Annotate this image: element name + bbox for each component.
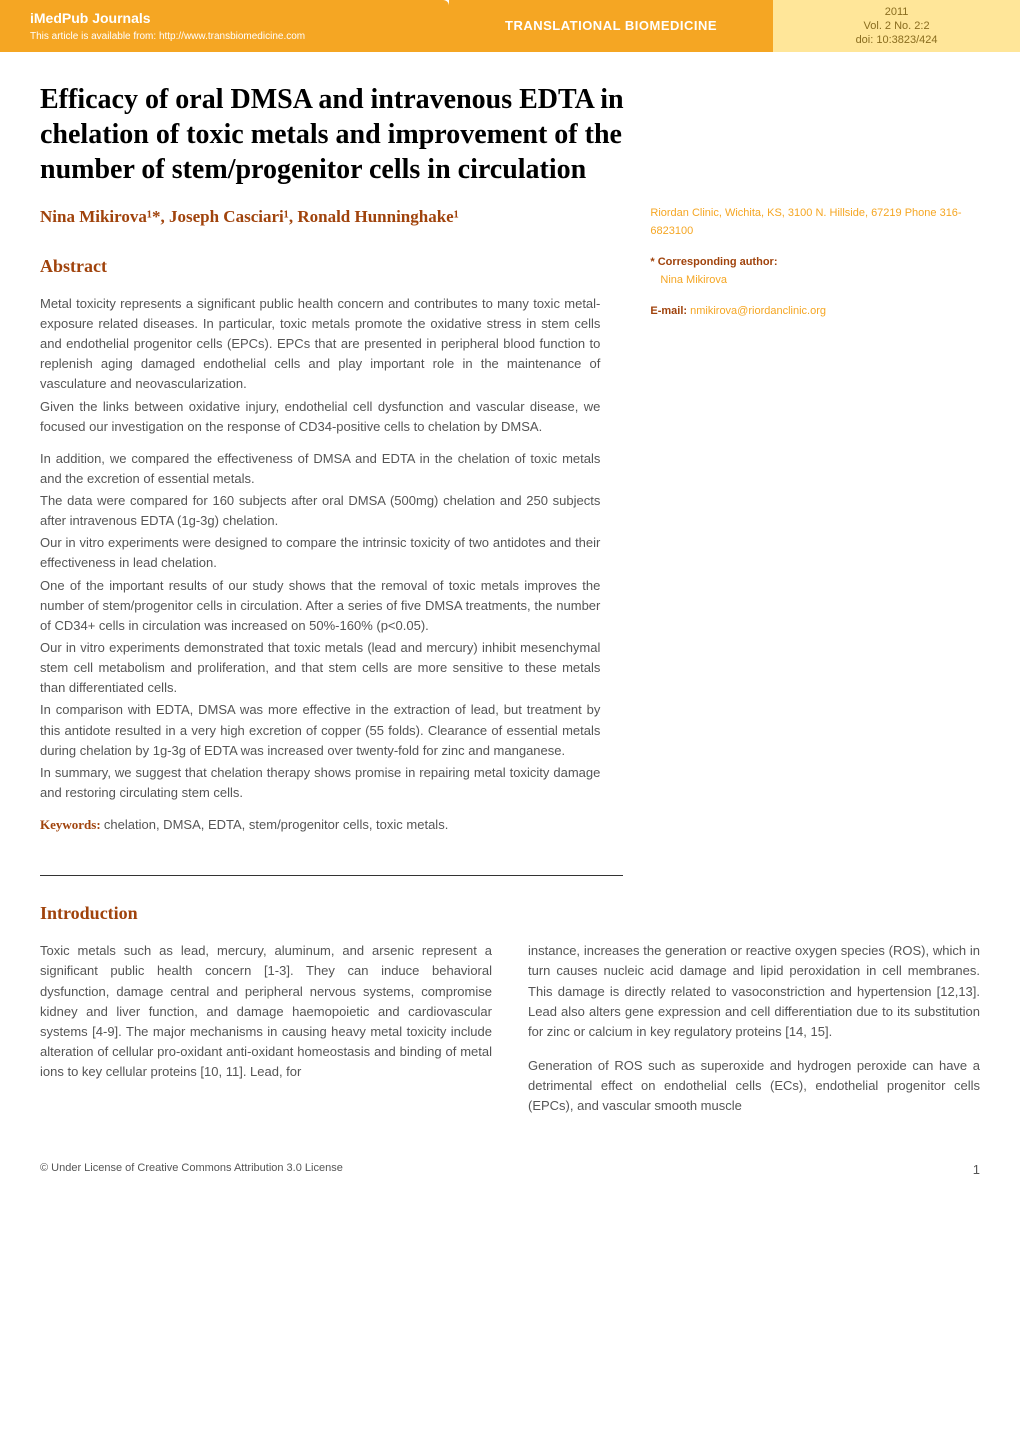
abstract-heading: Abstract (40, 253, 600, 280)
email-block: E-mail: nmikirova@riordanclinic.org (650, 303, 980, 321)
issue-info-block: 2011 Vol. 2 No. 2:2 doi: 10:3823/424 (773, 0, 1020, 52)
introduction-heading: Introduction (40, 900, 980, 927)
volume-issue: Vol. 2 No. 2:2 (864, 19, 930, 33)
abstract-paragraph: Metal toxicity represents a significant … (40, 294, 600, 395)
corresponding-name: Nina Mikirova (660, 272, 980, 290)
publication-year: 2011 (885, 5, 909, 19)
authors-affiliation-row: Nina Mikirova¹*, Joseph Casciari¹, Ronal… (40, 205, 980, 847)
introduction-columns: Toxic metals such as lead, mercury, alum… (40, 941, 980, 1130)
page-footer: © Under License of Creative Commons Attr… (0, 1150, 1020, 1200)
journal-name: iMedPub Journals (30, 8, 419, 29)
keywords-label: Keywords: (40, 817, 104, 832)
abstract-body: Metal toxicity represents a significant … (40, 294, 600, 836)
intro-paragraph: Generation of ROS such as superoxide and… (528, 1056, 980, 1116)
affiliation-text: Riordan Clinic, Wichita, KS, 3100 N. Hil… (650, 205, 980, 240)
intro-right-column: instance, increases the generation or re… (528, 941, 980, 1130)
doi: doi: 10:3823/424 (856, 33, 938, 47)
page-content: Efficacy of oral DMSA and intravenous ED… (0, 52, 1020, 1150)
abstract-paragraph: Our in vitro experiments demonstrated th… (40, 638, 600, 698)
left-column: Nina Mikirova¹*, Joseph Casciari¹, Ronal… (40, 205, 600, 847)
journal-header: iMedPub Journals This article is availab… (0, 0, 1020, 52)
affiliation-sidebar: Riordan Clinic, Wichita, KS, 3100 N. Hil… (650, 205, 980, 847)
intro-paragraph: instance, increases the generation or re… (528, 941, 980, 1042)
corresponding-author-block: * Corresponding author: Nina Mikirova (650, 254, 980, 289)
abstract-paragraph: One of the important results of our stud… (40, 576, 600, 636)
article-title: Efficacy of oral DMSA and intravenous ED… (40, 82, 660, 187)
abstract-paragraph: The data were compared for 160 subjects … (40, 491, 600, 531)
article-link-url[interactable]: http://www.transbiomedicine.com (159, 31, 305, 42)
intro-left-column: Toxic metals such as lead, mercury, alum… (40, 941, 492, 1130)
article-link-prefix: This article is available from: (30, 31, 159, 42)
corresponding-label: * Corresponding author: (650, 254, 980, 272)
keywords-line: Keywords: chelation, DMSA, EDTA, stem/pr… (40, 815, 600, 835)
header-left-block: iMedPub Journals This article is availab… (0, 0, 449, 52)
author-list: Nina Mikirova¹*, Joseph Casciari¹, Ronal… (40, 205, 600, 229)
page-number: 1 (973, 1160, 980, 1180)
journal-title-center: TRANSLATIONAL BIOMEDICINE (449, 0, 773, 52)
keywords-value: chelation, DMSA, EDTA, stem/progenitor c… (104, 817, 448, 832)
abstract-paragraph: Given the links between oxidative injury… (40, 397, 600, 437)
intro-paragraph: Toxic metals such as lead, mercury, alum… (40, 941, 492, 1082)
email-label: E-mail: (650, 305, 690, 317)
abstract-paragraph: In summary, we suggest that chelation th… (40, 763, 600, 803)
section-divider (40, 875, 623, 876)
abstract-paragraph: In addition, we compared the effectivene… (40, 449, 600, 489)
abstract-paragraph: In comparison with EDTA, DMSA was more e… (40, 700, 600, 760)
license-text: © Under License of Creative Commons Attr… (40, 1160, 343, 1180)
article-availability: This article is available from: http://w… (30, 29, 419, 44)
abstract-paragraph: Our in vitro experiments were designed t… (40, 533, 600, 573)
email-value: nmikirova@riordanclinic.org (690, 305, 826, 317)
